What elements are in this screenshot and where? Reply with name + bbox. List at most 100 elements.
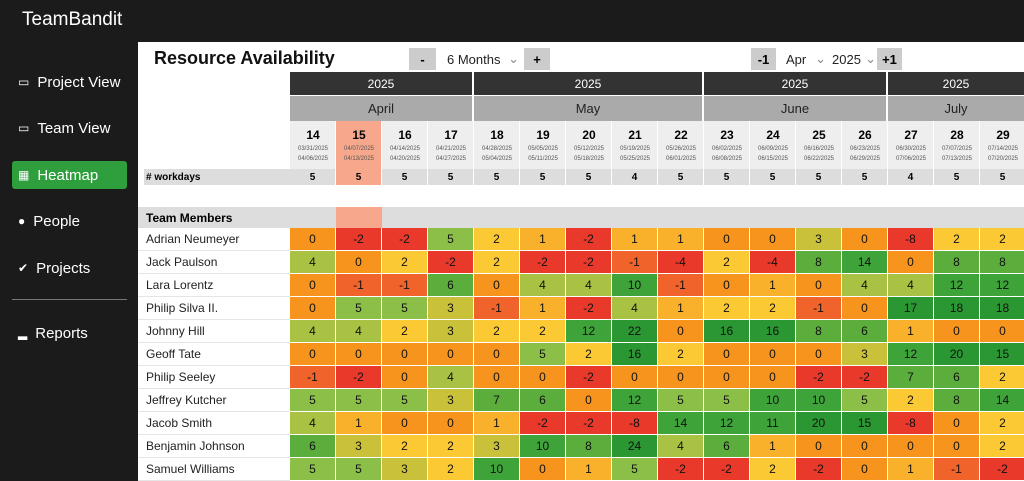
heat-cell: 0 — [290, 228, 336, 251]
year-select[interactable]: 2025 ⌄ — [832, 51, 876, 67]
nav-item[interactable]: ▦ Heatmap — [12, 161, 127, 189]
heat-cell: 2 — [934, 228, 980, 251]
week-end: 06/08/2025 — [711, 156, 743, 162]
week-cell — [566, 121, 612, 169]
heat-cell: 8 — [934, 389, 980, 412]
member-name: Johnny Hill — [138, 320, 290, 343]
nav-label: Heatmap — [37, 166, 99, 184]
heat-cell: 5 — [842, 389, 888, 412]
heat-cell: 2 — [566, 343, 612, 366]
nav-item[interactable]: ▂ Reports — [12, 319, 127, 347]
heat-cell: 2 — [474, 251, 520, 274]
heat-cell: 3 — [428, 297, 474, 320]
week-end: 07/06/2025 — [895, 156, 927, 162]
heat-cell: 12 — [934, 274, 980, 297]
week-number: 23 — [720, 128, 734, 142]
heat-cell: 1 — [336, 412, 382, 435]
heat-cell: -2 — [704, 458, 750, 481]
heat-cell: 3 — [842, 343, 888, 366]
heat-cell: 2 — [382, 320, 428, 343]
heat-cell: 2 — [888, 389, 934, 412]
heat-cell: 4 — [428, 366, 474, 389]
nav-item[interactable]: ● People — [12, 207, 127, 235]
nav-item[interactable]: ✔ Projects — [12, 254, 127, 282]
heat-cell: 2 — [704, 297, 750, 320]
heat-cell: 0 — [796, 343, 842, 366]
heat-cell: 1 — [520, 228, 566, 251]
heat-cell: 18 — [934, 297, 980, 320]
prev[interactable]: -1 — [751, 48, 776, 70]
label: # workdays — [144, 169, 290, 185]
heat-cell: 2 — [750, 458, 796, 481]
heat-cell: 0 — [704, 274, 750, 297]
heat-cell: 2 — [980, 435, 1024, 458]
heat-cell: 6 — [520, 389, 566, 412]
heat-cell: 10 — [612, 274, 658, 297]
member-name: Philip Seeley — [138, 366, 290, 389]
month-select[interactable]: Apr ⌄ — [786, 51, 826, 67]
heat-cell: 8 — [980, 251, 1024, 274]
range-select[interactable]: 6 Months ⌄ — [447, 51, 519, 67]
next[interactable]: +1 — [877, 48, 902, 70]
heat-cell: -2 — [520, 412, 566, 435]
heat-cell: -2 — [566, 228, 612, 251]
week-end: 07/13/2025 — [941, 156, 973, 162]
workdays: 5 — [750, 169, 796, 185]
week-number: 21 — [628, 128, 642, 142]
week-start: 05/26/2025 — [665, 146, 697, 152]
heat-cell: -1 — [796, 297, 842, 320]
heat-cell: 0 — [474, 274, 520, 297]
nav-item[interactable]: ▭ Project View — [12, 68, 127, 96]
week-end: 06/22/2025 — [803, 156, 835, 162]
heat-cell: 6 — [428, 274, 474, 297]
range-plus[interactable]: + — [524, 48, 550, 70]
heat-cell: 1 — [888, 458, 934, 481]
heat-cell: 0 — [842, 458, 888, 481]
nav-item[interactable]: ▭ Team View — [12, 114, 127, 142]
heat-cell: -2 — [428, 251, 474, 274]
week-cell — [612, 121, 658, 169]
week-number: 18 — [490, 128, 504, 142]
month: Apr — [786, 51, 807, 67]
workdays: 5 — [382, 169, 428, 185]
heat-cell: 0 — [796, 274, 842, 297]
heat-cell: -4 — [750, 251, 796, 274]
heat-cell: 0 — [336, 343, 382, 366]
heat-cell: -8 — [888, 228, 934, 251]
heat-cell: 1 — [750, 435, 796, 458]
heat-cell: 24 — [612, 435, 658, 458]
week-number: 16 — [398, 128, 412, 142]
heat-cell: -2 — [336, 228, 382, 251]
heat-cell: 1 — [612, 228, 658, 251]
heat-cell: 6 — [704, 435, 750, 458]
heat-cell: 0 — [658, 320, 704, 343]
workdays: 5 — [336, 169, 382, 185]
year: 2025 — [832, 51, 861, 67]
month-header: June — [704, 95, 888, 121]
week-cell — [474, 121, 520, 169]
month-header: April — [290, 95, 474, 121]
heat-cell: 0 — [934, 412, 980, 435]
heat-cell: 5 — [290, 458, 336, 481]
heat-cell: 0 — [980, 320, 1024, 343]
heat-cell: 5 — [336, 458, 382, 481]
heat-cell: 4 — [566, 274, 612, 297]
heat-cell: 5 — [428, 228, 474, 251]
week-start: 03/31/2025 — [297, 146, 329, 152]
heat-cell: 2 — [428, 458, 474, 481]
week-number: 26 — [858, 128, 872, 142]
heat-cell: 0 — [750, 228, 796, 251]
workdays: 5 — [428, 169, 474, 185]
week-cell — [980, 121, 1024, 169]
heat-cell: 15 — [980, 343, 1024, 366]
heat-cell: 2 — [382, 251, 428, 274]
nav-label: Reports — [35, 324, 88, 342]
heat-cell: 2 — [750, 297, 796, 320]
heat-cell: 16 — [612, 343, 658, 366]
week-cell — [336, 121, 382, 169]
heat-cell: 1 — [566, 458, 612, 481]
heat-cell: 8 — [796, 251, 842, 274]
week-start: 06/30/2025 — [895, 146, 927, 152]
range-minus[interactable]: - — [409, 48, 436, 70]
workdays: 5 — [290, 169, 336, 185]
